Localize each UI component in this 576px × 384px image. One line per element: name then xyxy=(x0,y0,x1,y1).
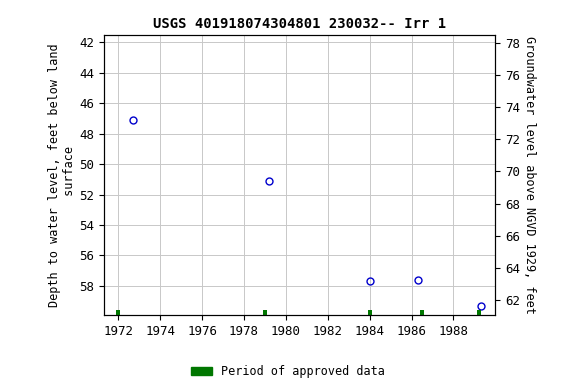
Title: USGS 401918074304801 230032-- Irr 1: USGS 401918074304801 230032-- Irr 1 xyxy=(153,17,446,31)
Legend: Period of approved data: Period of approved data xyxy=(191,365,385,378)
Y-axis label: Depth to water level, feet below land
 surface: Depth to water level, feet below land su… xyxy=(48,43,76,306)
Y-axis label: Groundwater level above NGVD 1929, feet: Groundwater level above NGVD 1929, feet xyxy=(523,36,536,314)
